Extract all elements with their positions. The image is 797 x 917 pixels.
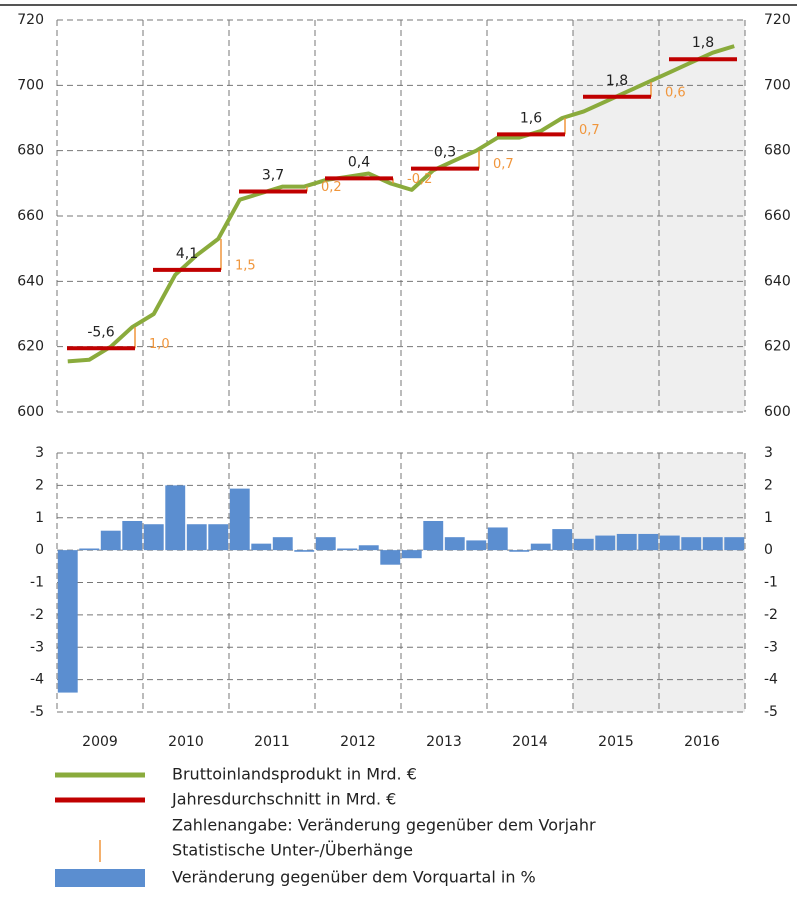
y2-tick-label: 0 xyxy=(764,542,773,558)
annual-change-label: 1,8 xyxy=(692,35,714,51)
overhang-label: 0,7 xyxy=(493,157,514,172)
bar xyxy=(552,529,573,551)
y-tick-label: -1 xyxy=(30,575,44,591)
y2-tick-label: 720 xyxy=(764,12,791,28)
annual-change-label: 1,6 xyxy=(520,110,542,126)
y2-tick-label: -4 xyxy=(764,672,778,688)
bar xyxy=(337,548,358,551)
bar xyxy=(358,545,379,551)
bar xyxy=(401,550,422,559)
overhang-label: 0,7 xyxy=(579,123,600,138)
bar xyxy=(444,537,465,551)
annual-change-label: 3,7 xyxy=(262,168,284,184)
x-tick-label: 2009 xyxy=(82,734,118,750)
annual-change-label: -5,6 xyxy=(87,324,114,340)
annual-change-label: 4,1 xyxy=(176,246,198,262)
bar xyxy=(509,550,530,552)
bar xyxy=(57,550,78,693)
bar xyxy=(122,520,143,551)
legend-label: Zahlenangabe: Veränderung gegenüber dem … xyxy=(172,816,596,835)
y-tick-label: 600 xyxy=(17,404,44,420)
bar xyxy=(681,537,702,551)
bar xyxy=(315,537,336,551)
y2-tick-label: 3 xyxy=(764,445,773,461)
annual-change-label: 0,3 xyxy=(434,145,456,161)
legend-label: Veränderung gegenüber dem Vorquartal in … xyxy=(172,868,536,887)
y-tick-label: -5 xyxy=(30,704,44,720)
y2-tick-label: 2 xyxy=(764,477,773,493)
x-tick-label: 2014 xyxy=(512,734,548,750)
legend-swatch xyxy=(55,869,145,887)
x-tick-label: 2011 xyxy=(254,734,290,750)
y-tick-label: 620 xyxy=(17,339,44,355)
legend-label: Jahresdurchschnitt in Mrd. € xyxy=(171,790,396,809)
y-tick-label: 680 xyxy=(17,143,44,159)
x-tick-label: 2012 xyxy=(340,734,376,750)
bar xyxy=(487,527,508,551)
bar xyxy=(79,548,100,551)
y-tick-label: -2 xyxy=(30,607,44,623)
bar xyxy=(616,533,637,551)
y2-tick-label: 600 xyxy=(764,404,791,420)
overhang-label: 1,0 xyxy=(149,337,170,352)
bar xyxy=(165,485,186,551)
bar xyxy=(573,538,594,551)
bar xyxy=(530,543,551,551)
y2-tick-label: 1 xyxy=(764,510,773,526)
bar xyxy=(702,537,723,551)
bar xyxy=(466,540,487,551)
bar xyxy=(595,535,616,551)
bar xyxy=(186,524,207,551)
y2-tick-label: -1 xyxy=(764,575,778,591)
bar xyxy=(251,543,272,551)
bar xyxy=(272,537,293,551)
overhang-label: 0,6 xyxy=(665,85,686,100)
y-tick-label: -4 xyxy=(30,672,44,688)
x-tick-label: 2015 xyxy=(598,734,634,750)
bar xyxy=(423,520,444,551)
bar xyxy=(659,535,680,551)
y2-tick-label: 640 xyxy=(764,273,791,289)
bar xyxy=(229,488,250,551)
y-tick-label: -3 xyxy=(30,639,44,655)
legend-label: Statistische Unter-/Überhänge xyxy=(172,841,413,860)
x-tick-label: 2013 xyxy=(426,734,462,750)
y-tick-label: 720 xyxy=(17,12,44,28)
bar xyxy=(143,524,164,551)
bar xyxy=(380,550,401,565)
overhang-label: 0,2 xyxy=(321,180,342,195)
bar xyxy=(638,533,659,551)
y-tick-label: 2 xyxy=(35,477,44,493)
y2-tick-label: 680 xyxy=(764,143,791,159)
overhang-label: 1,5 xyxy=(235,258,256,273)
y-tick-label: 0 xyxy=(35,542,44,558)
y-tick-label: 640 xyxy=(17,273,44,289)
y2-tick-label: -2 xyxy=(764,607,778,623)
y2-tick-label: 660 xyxy=(764,208,791,224)
annual-change-label: 1,8 xyxy=(606,73,628,89)
y2-tick-label: -5 xyxy=(764,704,778,720)
y2-tick-label: 700 xyxy=(764,77,791,93)
forecast-shade xyxy=(573,453,659,712)
x-tick-label: 2010 xyxy=(168,734,204,750)
y-tick-label: 3 xyxy=(35,445,44,461)
y-tick-label: 1 xyxy=(35,510,44,526)
bar xyxy=(208,524,229,551)
y2-tick-label: 620 xyxy=(764,339,791,355)
y-tick-label: 660 xyxy=(17,208,44,224)
y-tick-label: 700 xyxy=(17,77,44,93)
legend-label: Bruttoinlandsprodukt in Mrd. € xyxy=(172,765,417,784)
bar xyxy=(724,537,745,551)
annual-change-label: 0,4 xyxy=(348,154,370,170)
bar xyxy=(294,550,315,552)
overhang-label: -0,2 xyxy=(407,172,432,187)
y2-tick-label: -3 xyxy=(764,639,778,655)
x-tick-label: 2016 xyxy=(684,734,720,750)
bar xyxy=(100,530,121,551)
